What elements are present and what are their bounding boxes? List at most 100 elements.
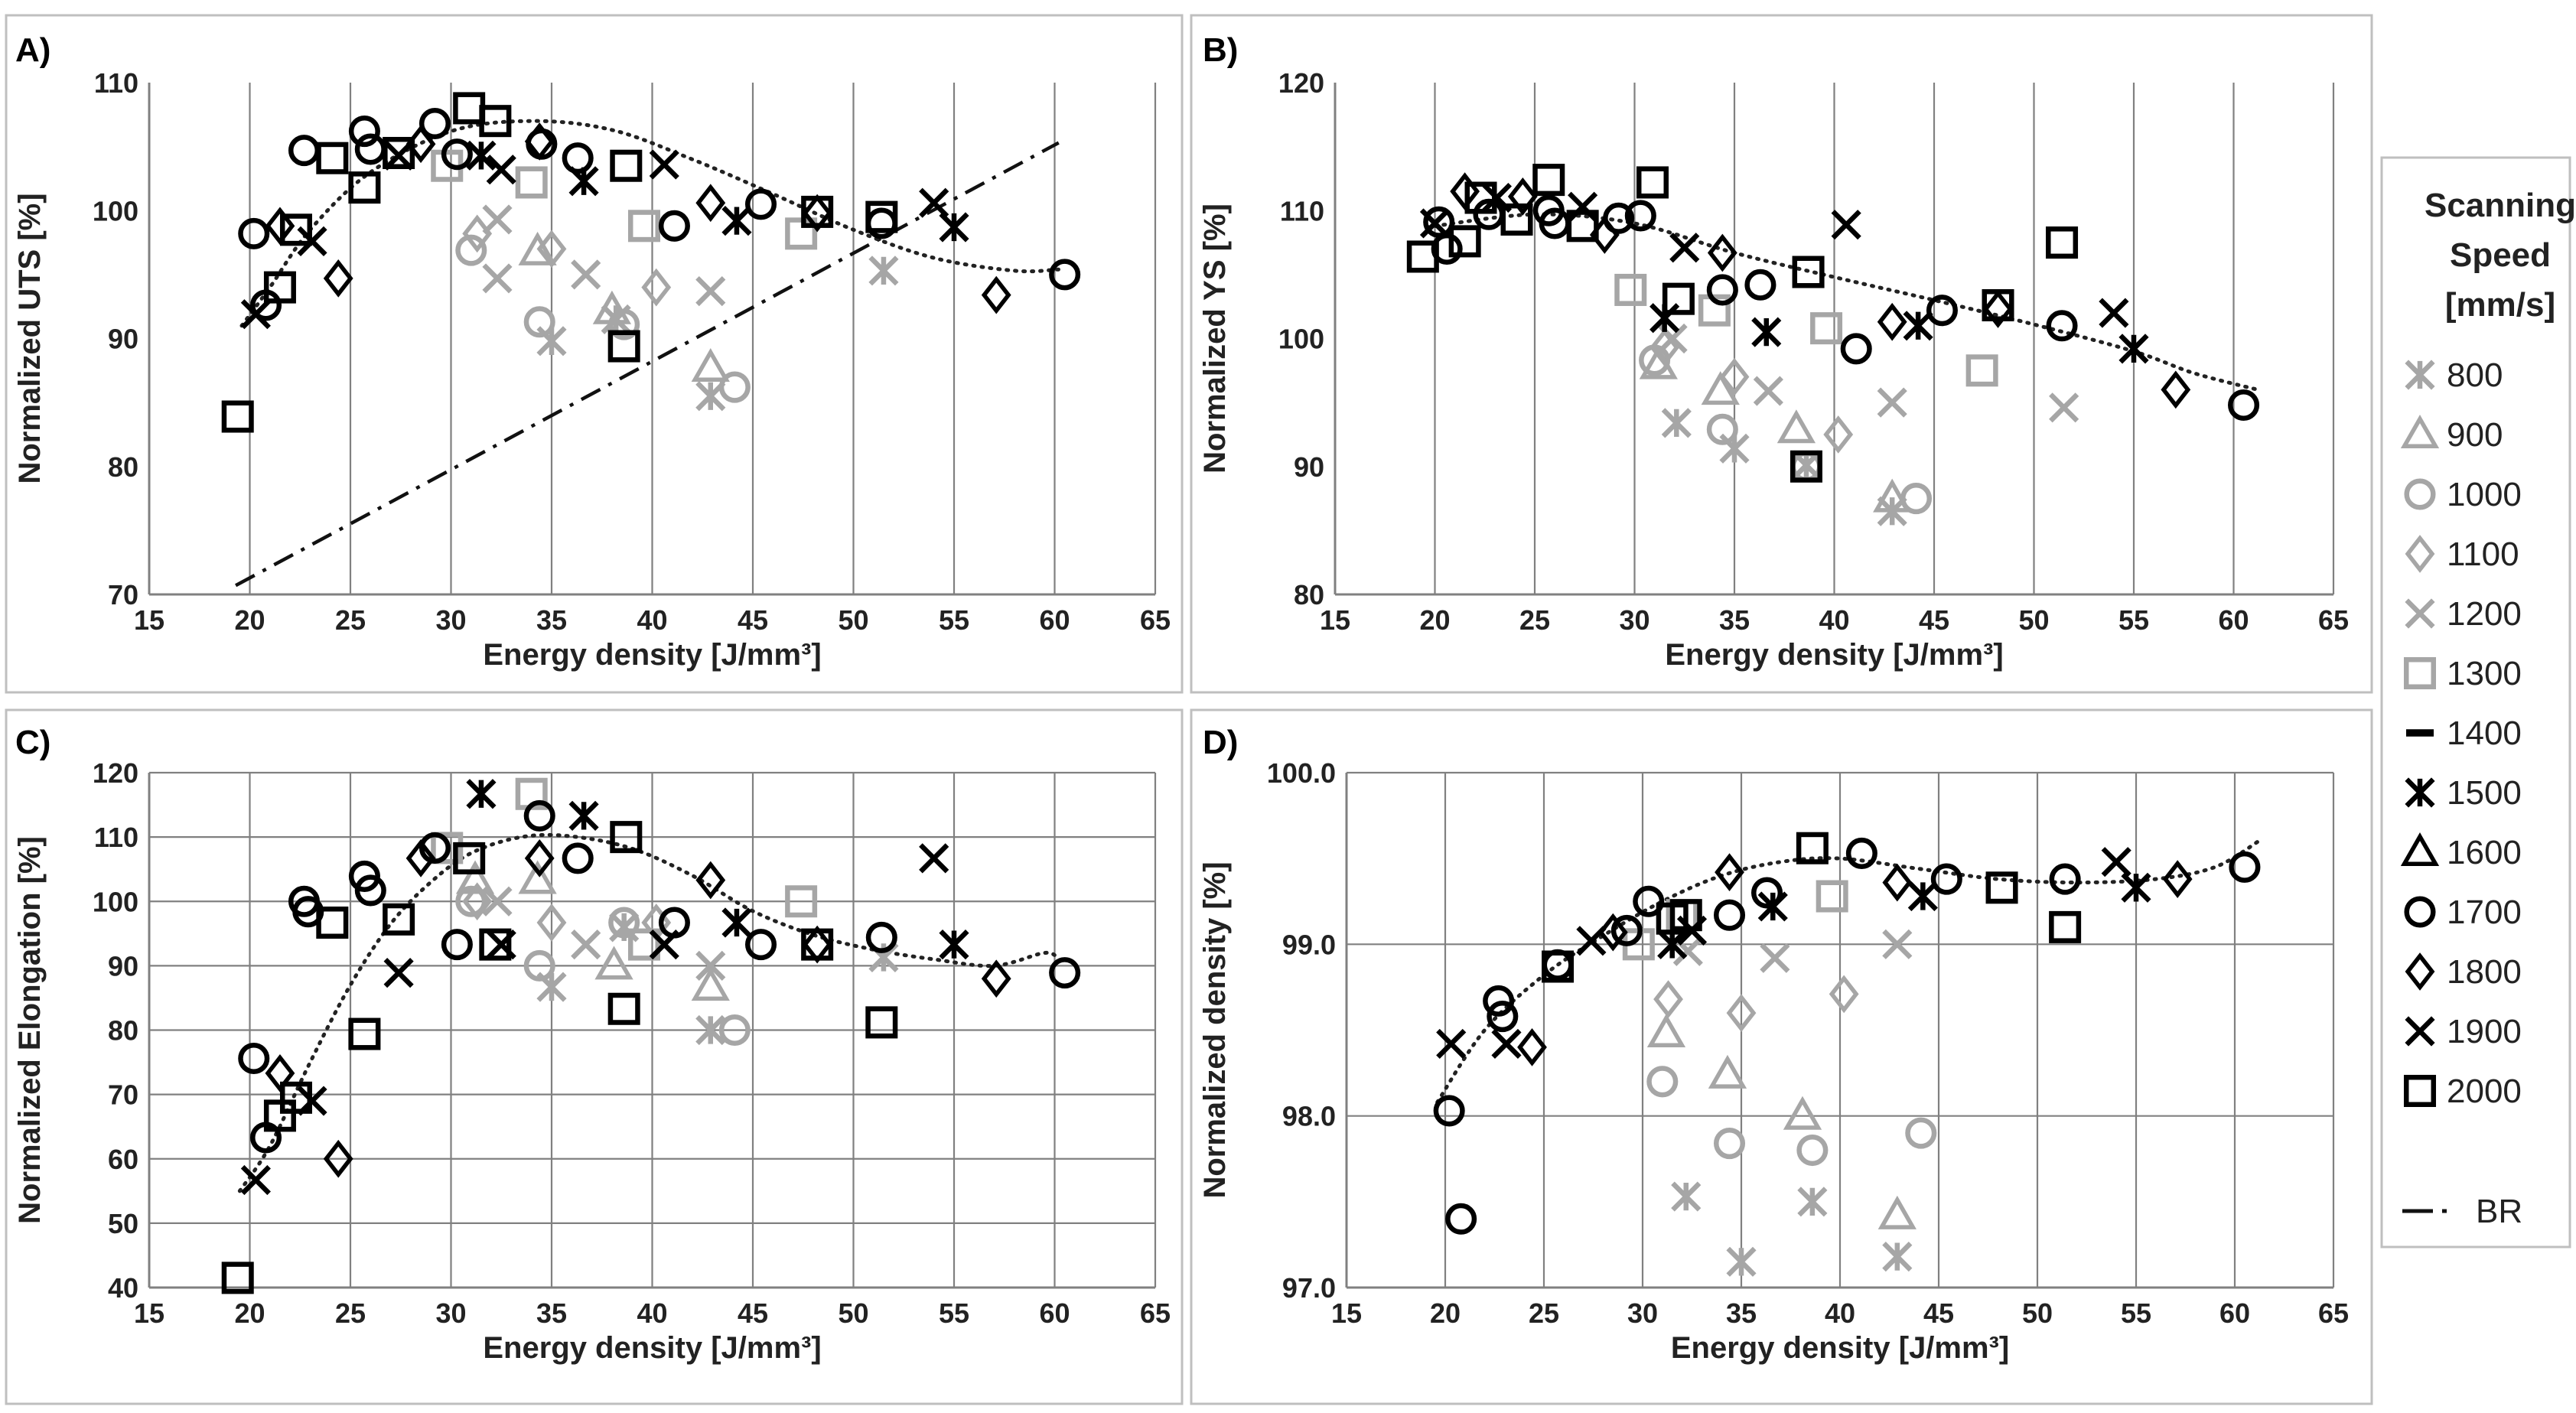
legend-label: 1800: [2447, 953, 2522, 991]
data-point: [405, 839, 436, 877]
data-point: [1500, 203, 1533, 236]
x-tick-label: 35: [536, 1297, 567, 1329]
legend-entry-1300: 1300: [2403, 655, 2522, 692]
series-1500: [1649, 303, 2149, 364]
data-point: [2049, 910, 2082, 943]
data-point: [1624, 200, 1656, 232]
legend-entry-1400: 1400: [2406, 715, 2522, 752]
data-point: [238, 1042, 270, 1075]
data-point: [2118, 334, 2149, 364]
series-1100: [462, 214, 672, 307]
x-axis-title: Energy density [J/mm³]: [483, 1331, 821, 1365]
legend-marker: [2405, 535, 2435, 573]
data-point: [221, 1262, 254, 1294]
y-tick-label: 90: [1294, 451, 1324, 483]
x-tick-label: 20: [1430, 1297, 1461, 1329]
y-axis-title: Normalized density [%]: [1198, 861, 1232, 1198]
data-point: [1464, 181, 1497, 214]
y-tick-label: 100: [93, 886, 138, 917]
x-tick-label: 30: [1627, 1297, 1658, 1329]
data-point: [802, 194, 832, 233]
x-tick-label: 40: [637, 1297, 667, 1329]
series-1100: [1649, 328, 1854, 454]
data-point: [1636, 166, 1669, 199]
x-tick-label: 55: [939, 1297, 969, 1329]
data-point: [1661, 408, 1692, 438]
data-point: [607, 330, 640, 363]
data-point: [1419, 208, 1451, 239]
data-point: [1657, 929, 1688, 959]
y-axis-title: Normalized YS [%]: [1198, 203, 1232, 474]
y-tick-label: 90: [108, 950, 138, 982]
legend-label: 1900: [2447, 1013, 2522, 1050]
y-axis-title: Normalized Elongation [%]: [13, 836, 47, 1224]
legend-label: 1500: [2447, 774, 2522, 812]
legend-entry-1900: 1900: [2405, 1013, 2522, 1050]
legend-title-line: Speed: [2450, 236, 2551, 274]
y-tick-label: 80: [108, 1015, 138, 1047]
x-tick-label: 15: [1331, 1297, 1362, 1329]
x-tick-label: 30: [435, 1297, 466, 1329]
x-tick-label: 20: [234, 604, 265, 636]
data-point: [348, 171, 381, 204]
data-point: [1576, 926, 1607, 956]
data-point: [1610, 914, 1643, 946]
data-point: [610, 149, 643, 182]
gridlines: [1347, 771, 2335, 1288]
series-2000: [1406, 164, 2079, 483]
data-point: [562, 842, 594, 874]
data-point: [2046, 310, 2078, 342]
data-point: [1669, 899, 1702, 932]
series-900: [1646, 1014, 1917, 1229]
data-point: [418, 832, 451, 864]
data-point: [316, 907, 349, 939]
data-point: [641, 268, 672, 307]
legend-label: 1600: [2447, 834, 2522, 871]
legend-entry-1800: 1800: [2405, 952, 2522, 991]
data-point: [1776, 409, 1816, 444]
data-point: [486, 155, 516, 185]
data-point: [785, 217, 818, 250]
y-tick-label: 70: [108, 1079, 138, 1111]
data-point: [441, 138, 473, 171]
data-point: [383, 958, 414, 988]
x-tick-label: 65: [1140, 1297, 1171, 1329]
data-point: [939, 212, 969, 243]
x-tick-label: 15: [134, 604, 164, 636]
data-point: [1701, 371, 1740, 405]
legend-entry-1500: 1500: [2405, 774, 2522, 812]
data-point: [1845, 837, 1877, 869]
x-tick-label: 25: [335, 604, 366, 636]
data-point: [801, 928, 834, 961]
data-point: [1633, 885, 1665, 917]
x-tick-label: 35: [1726, 1297, 1757, 1329]
data-point: [453, 842, 486, 874]
x-axis-title: Energy density [J/mm³]: [1665, 638, 2003, 672]
data-point: [323, 1139, 353, 1178]
panel-label: C): [15, 724, 50, 761]
data-point: [627, 928, 660, 961]
legend-entry-1100: 1100: [2405, 535, 2519, 573]
x-tick-label: 55: [939, 604, 969, 636]
y-tick-label: 80: [108, 451, 138, 483]
legend-entry-2000: 2000: [2403, 1073, 2522, 1110]
data-point: [1751, 877, 1783, 909]
y-axis-title: Normalized UTS [%]: [13, 193, 47, 483]
data-point: [265, 207, 295, 246]
data-point: [608, 907, 640, 939]
data-point: [1708, 1054, 1747, 1089]
data-point: [1753, 376, 1783, 406]
x-tick-label: 50: [2018, 604, 2049, 636]
data-point: [649, 930, 679, 960]
series-1100: [1653, 975, 1859, 1032]
legend-marker: [2405, 598, 2435, 629]
data-point: [1491, 1028, 1522, 1060]
data-point: [1905, 1117, 1937, 1149]
data-point: [785, 885, 818, 918]
y-tick-label: 60: [108, 1144, 138, 1175]
data-point: [691, 348, 730, 383]
legend-marker: [2404, 478, 2436, 510]
legend-label: 2000: [2447, 1073, 2522, 1110]
legend-title-line: Scanning: [2425, 187, 2576, 224]
x-tick-label: 25: [1519, 604, 1550, 636]
